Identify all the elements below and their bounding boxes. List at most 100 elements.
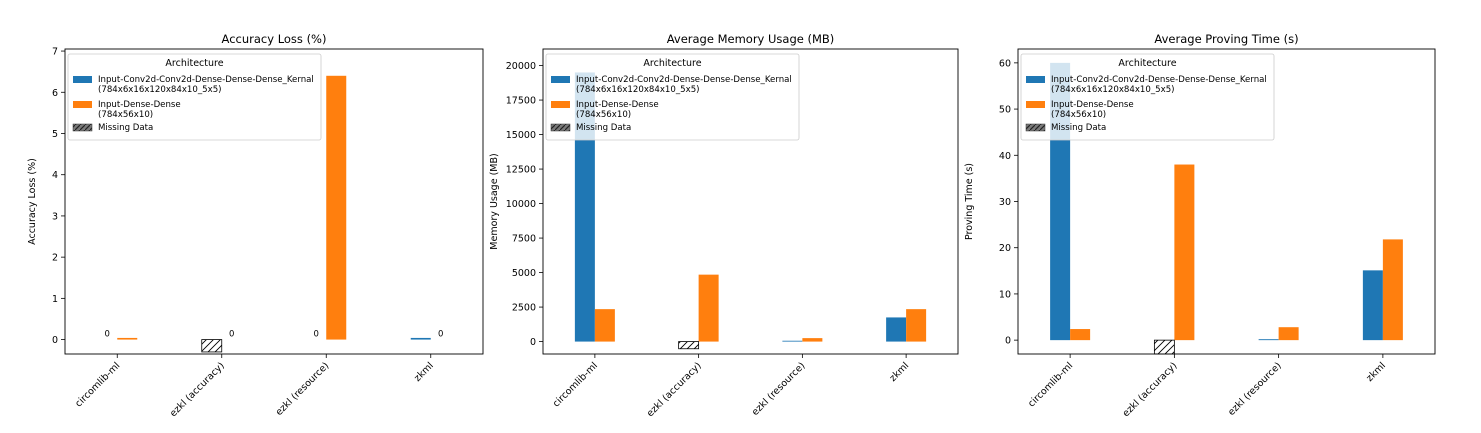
chart-panel-3: Average Proving Time (s) Proving Time (s)… [964,32,1436,419]
legend-title: Architecture [165,58,223,69]
legend-label: Input-Dense-Dense [576,100,659,110]
legend: Architecture Input-Conv2d-Conv2d-Dense-De… [67,53,322,141]
bar-ezkl-resource--series-2 [1278,327,1299,341]
data-label: 0 [105,330,110,340]
y-axis-label: Memory Usage (MB) [489,153,500,249]
y-tick-label: 2500 [512,303,536,314]
x-tick-label: ezkl (accuracy) [168,360,227,419]
legend-label: Input-Conv2d-Conv2d-Dense-Dense-Dense_Ke… [1051,75,1267,85]
legend-label-missing: Missing Data [576,123,631,133]
y-tick-label: 4 [52,170,58,181]
y-tick-label: 3 [52,211,58,222]
y-tick-label: 10000 [506,199,536,210]
legend: Architecture Input-Conv2d-Conv2d-Dense-De… [545,53,800,141]
legend-swatch-series-1 [551,76,570,83]
legend-label: Input-Conv2d-Conv2d-Dense-Dense-Dense_Ke… [98,75,314,85]
legend: Architecture Input-Conv2d-Conv2d-Dense-De… [1020,53,1275,141]
y-tick-label: 20 [999,243,1011,254]
missing-data-bar [678,341,700,350]
y-tick-label: 0 [52,335,58,346]
y-tick-label: 7 [52,47,58,58]
y-tick-label: 0 [1005,336,1011,347]
y-tick-label: 10 [999,289,1011,300]
legend-swatch-missing [1025,123,1046,132]
legend-swatch-series-1 [1026,76,1045,83]
y-tick-label: 2 [52,253,58,264]
legend-label-missing: Missing Data [98,123,153,133]
bar-circomlib-ml-series-2 [1070,329,1091,341]
legend-label: Input-Dense-Dense [98,100,181,110]
bar-ezkl-resource--series-1 [782,340,803,342]
x-tick-label: zkml [888,360,912,384]
x-tick-label: zkml [1364,360,1388,384]
legend-box [67,53,322,141]
legend-swatch-series-2 [73,101,92,108]
legend-box [1020,53,1275,141]
y-tick-label: 50 [999,105,1011,116]
y-tick-label: 60 [999,58,1011,69]
y-tick-label: 20000 [506,61,536,72]
bar-circomlib-ml-series-2 [594,309,615,342]
y-tick-label: 12500 [506,165,536,176]
legend-label: Input-Dense-Dense [1051,100,1134,110]
data-label: 0 [229,330,234,340]
data-label: 0 [314,330,319,340]
y-tick-label: 1 [52,294,58,305]
chart-title: Average Proving Time (s) [1154,32,1298,46]
legend-title: Architecture [643,58,701,69]
x-tick-label: ezkl (accuracy) [645,360,704,419]
x-tick-label: circomlib-ml [1026,360,1075,409]
bar-ezkl-resource--series-2 [802,338,823,342]
chart-panel-2: Average Memory Usage (MB) Memory Usage (M… [489,32,959,419]
missing-data-bar [1153,339,1175,355]
chart-title: Average Memory Usage (MB) [667,32,835,46]
legend-label: (784x56x10) [576,110,631,120]
bar-ezkl-accuracy--series-2 [698,274,719,342]
chart-panel-1: Accuracy Loss (%) Accuracy Loss (%) 0 1 2 3 4 5… [27,32,484,419]
x-tick-label: ezkl (resource) [1226,360,1284,418]
x-tick-label: circomlib-ml [551,360,600,409]
x-tick-label: ezkl (resource) [274,360,332,418]
bar-zkml-series-1 [410,337,431,340]
legend-swatch-series-2 [551,101,570,108]
chart-title: Accuracy Loss (%) [222,32,327,46]
y-tick-label: 40 [999,151,1011,162]
legend-label: (784x56x10) [1051,110,1106,120]
x-tick-label: circomlib-ml [73,360,122,409]
y-tick-label: 5 [52,129,58,140]
bar-zkml-series-1 [1362,270,1383,341]
bar-ezkl-accuracy--series-2 [1174,164,1195,341]
y-axis-label: Accuracy Loss (%) [27,158,38,245]
bar-circomlib-ml-series-2 [117,337,138,340]
y-tick-label: 5000 [512,268,536,279]
bar-zkml-series-2 [1382,239,1403,341]
bar-ezkl-resource--series-1 [1258,339,1279,341]
x-tick-label: zkml [412,360,436,384]
y-tick-label: 17500 [506,96,536,107]
plot-frame [1017,48,1436,355]
legend-label: (784x6x16x120x84x10_5x5) [98,85,222,95]
legend-label: (784x6x16x120x84x10_5x5) [1051,85,1175,95]
x-tick-label: ezkl (accuracy) [1121,360,1180,419]
legend-swatch-series-1 [73,76,92,83]
plot-frame [542,48,959,355]
legend-box [545,53,800,141]
y-tick-label: 7500 [512,234,536,245]
bar-ezkl-resource--series-2 [326,75,347,340]
legend-title: Architecture [1118,58,1176,69]
y-tick-label: 0 [530,337,536,348]
legend-swatch-missing [550,123,571,132]
plot-frame [64,48,484,355]
legend-label-missing: Missing Data [1051,123,1106,133]
x-tick-label: ezkl (resource) [750,360,808,418]
legend-label: (784x56x10) [98,110,153,120]
legend-label: Input-Conv2d-Conv2d-Dense-Dense-Dense_Ke… [576,75,792,85]
bar-zkml-series-2 [906,309,927,342]
y-tick-label: 6 [52,88,58,99]
legend-swatch-missing [72,123,93,132]
y-axis-label: Proving Time (s) [964,163,975,240]
missing-data-bar [201,339,223,353]
bar-zkml-series-1 [886,317,907,342]
y-tick-label: 30 [999,197,1011,208]
